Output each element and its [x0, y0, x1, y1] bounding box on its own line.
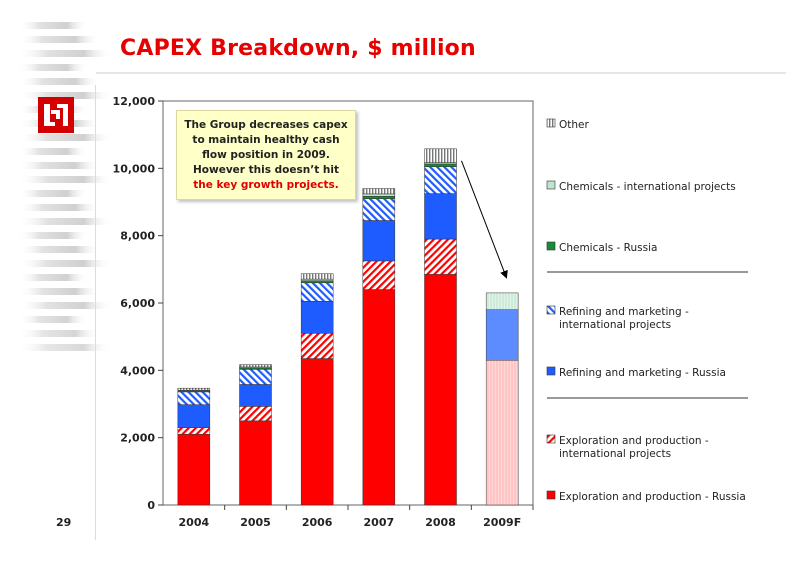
legend-swatch	[546, 305, 556, 315]
bar-segment	[424, 238, 457, 275]
bar-segment	[239, 364, 272, 368]
bar-segment	[300, 278, 334, 282]
bar-segment	[362, 188, 396, 195]
legend-swatch	[546, 180, 556, 190]
bar-segment	[362, 198, 396, 221]
bar-segment	[300, 280, 334, 284]
bar-segment	[300, 358, 334, 506]
y-tick-label: 10,000	[113, 162, 156, 175]
bar-segment	[424, 166, 457, 194]
decorative-bar	[18, 190, 88, 197]
y-tick-label: 2,000	[120, 432, 155, 445]
legend-label: Exploration and production -	[559, 435, 709, 447]
y-tick-label: 0	[147, 499, 155, 512]
decorative-bar	[18, 148, 88, 155]
bar-segment	[424, 163, 457, 167]
legend-label: Chemicals - international projects	[559, 181, 736, 193]
x-tick-label: 2005	[240, 516, 271, 529]
legend-swatch	[546, 118, 556, 128]
legend-swatch	[546, 434, 556, 444]
x-tick-label: 2004	[179, 516, 210, 529]
y-tick-label: 8,000	[120, 230, 155, 243]
callout-line-5: the key growth projects.	[193, 179, 339, 191]
decorative-bar	[18, 204, 100, 211]
decorative-bar	[18, 176, 110, 183]
y-tick-label: 12,000	[113, 95, 156, 108]
bar-segment	[300, 282, 334, 302]
legend-label: Chemicals - Russia	[559, 242, 657, 254]
bar-segment	[239, 384, 272, 407]
y-tick-label: 6,000	[120, 297, 155, 310]
slide-title: CAPEX Breakdown, $ million	[120, 36, 476, 61]
bar-segment	[300, 301, 334, 334]
callout-line-1: The Group decreases capex	[184, 119, 348, 131]
y-tick-label: 4,000	[120, 364, 155, 377]
decorative-bar	[18, 36, 100, 43]
decorative-bar	[18, 78, 100, 85]
bar-segment	[362, 196, 396, 199]
legend-label: international projects	[559, 319, 671, 331]
decline-arrow	[461, 160, 508, 279]
decorative-bar	[18, 246, 100, 253]
legend-swatch	[546, 366, 556, 376]
decorative-bar	[18, 232, 88, 239]
callout-box: The Group decreases capex to maintain he…	[176, 110, 356, 200]
bar-segment	[300, 273, 334, 280]
decorative-bar	[18, 134, 110, 141]
title-underline	[96, 72, 786, 74]
x-tick-label: 2008	[425, 516, 456, 529]
legend-label: Exploration and production - Russia	[559, 491, 746, 503]
bar-segment	[424, 193, 457, 240]
page-number: 29	[56, 516, 72, 529]
bar-segment	[424, 148, 457, 163]
decorative-bars	[0, 22, 110, 566]
decorative-bar	[18, 218, 110, 225]
bar-segment	[485, 309, 519, 361]
bar-segment	[239, 406, 272, 422]
decorative-bar	[18, 22, 88, 29]
decorative-bar	[18, 50, 110, 57]
bar-segment	[239, 420, 272, 506]
legend-label: Refining and marketing -	[559, 306, 689, 318]
bar-segment	[177, 427, 211, 435]
lukoil-logo-icon	[38, 97, 74, 133]
bar-segment	[362, 260, 396, 290]
legend-swatch	[546, 490, 556, 500]
bar-segment	[177, 387, 211, 391]
callout-line-2: to maintain healthy cash	[192, 134, 340, 146]
bar-segment	[177, 391, 211, 405]
bar-segment	[424, 274, 457, 506]
bar-segment	[362, 220, 396, 262]
bar-segment	[362, 193, 396, 197]
bar-segment	[177, 404, 211, 428]
bar-segment	[362, 289, 396, 506]
x-tick-label: 2007	[364, 516, 395, 529]
legend-label: Refining and marketing - Russia	[559, 367, 726, 379]
legend-swatch	[546, 241, 556, 251]
x-tick-label: 2006	[302, 516, 333, 529]
decorative-bar	[18, 64, 88, 71]
decorative-bar	[18, 288, 100, 295]
x-tick-label: 2009F	[483, 516, 521, 529]
bar-segment	[485, 292, 519, 310]
bar-segment	[177, 434, 211, 506]
decorative-bar	[18, 260, 110, 267]
callout-line-3: flow position in 2009.	[202, 149, 330, 161]
decorative-bar	[18, 274, 88, 281]
callout-line-4: However this doesn’t hit	[193, 164, 339, 176]
bar-segment	[300, 333, 334, 359]
bar-segment	[239, 369, 272, 385]
decorative-bar	[18, 162, 100, 169]
divider-line	[95, 85, 96, 540]
legend-label: Other	[559, 119, 589, 131]
legend-label: international projects	[559, 448, 671, 460]
bar-segment	[485, 359, 519, 506]
